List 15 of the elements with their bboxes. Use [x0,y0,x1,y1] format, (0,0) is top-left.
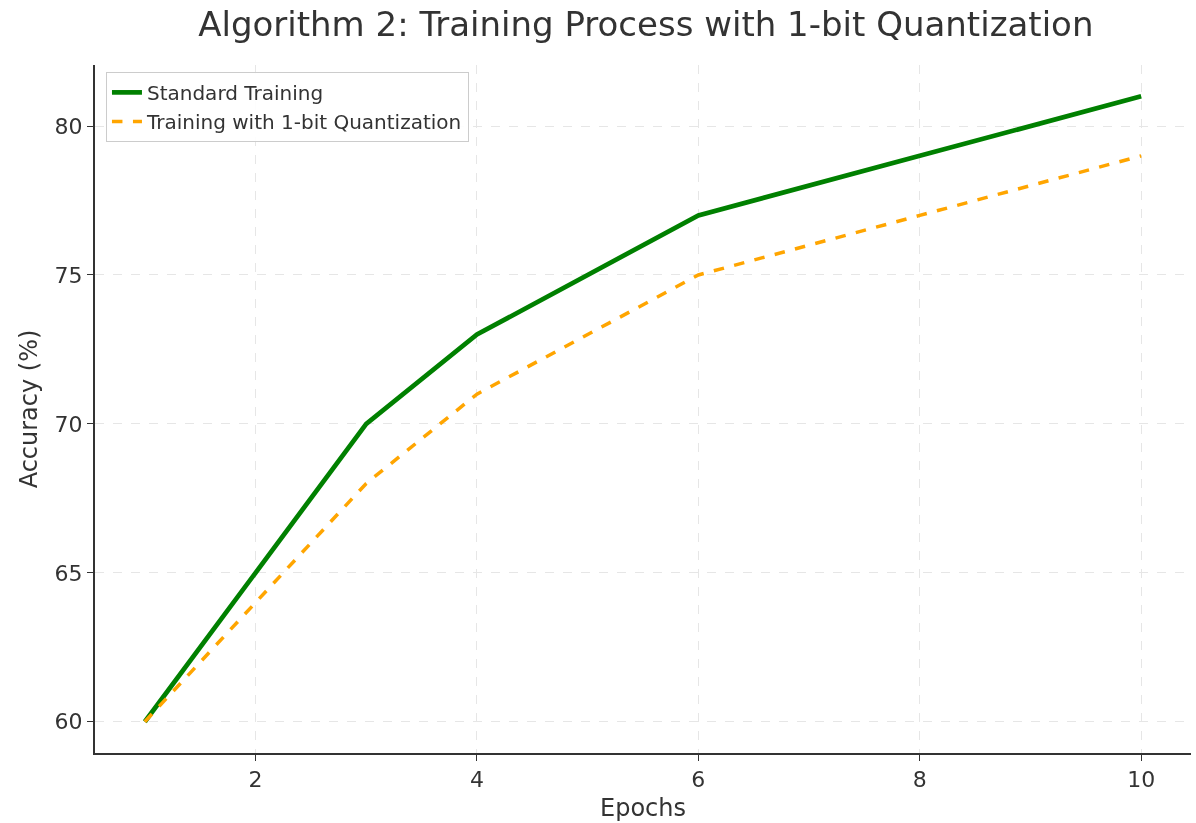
legend-label: Standard Training [146,81,324,106]
y-tick-label: 75 [54,262,83,288]
x-tick-label: 4 [469,767,484,793]
x-tick-label: 10 [1127,767,1156,793]
y-tick-label: 65 [54,560,83,586]
x-tick-label: 8 [912,767,927,793]
y-tick-label: 70 [54,411,83,437]
y-tick-label: 80 [54,113,83,139]
legend-label: Training with 1-bit Quantization [145,110,462,135]
x-axis-title: Epochs [600,794,686,823]
chart-title: Algorithm 2: Training Process with 1-bit Quantization [198,4,1094,45]
x-tick-label: 6 [691,767,706,793]
x-tick-label: 2 [248,767,263,793]
y-axis-title: Accuracy (%) [15,329,44,489]
y-tick-label: 60 [54,709,83,735]
